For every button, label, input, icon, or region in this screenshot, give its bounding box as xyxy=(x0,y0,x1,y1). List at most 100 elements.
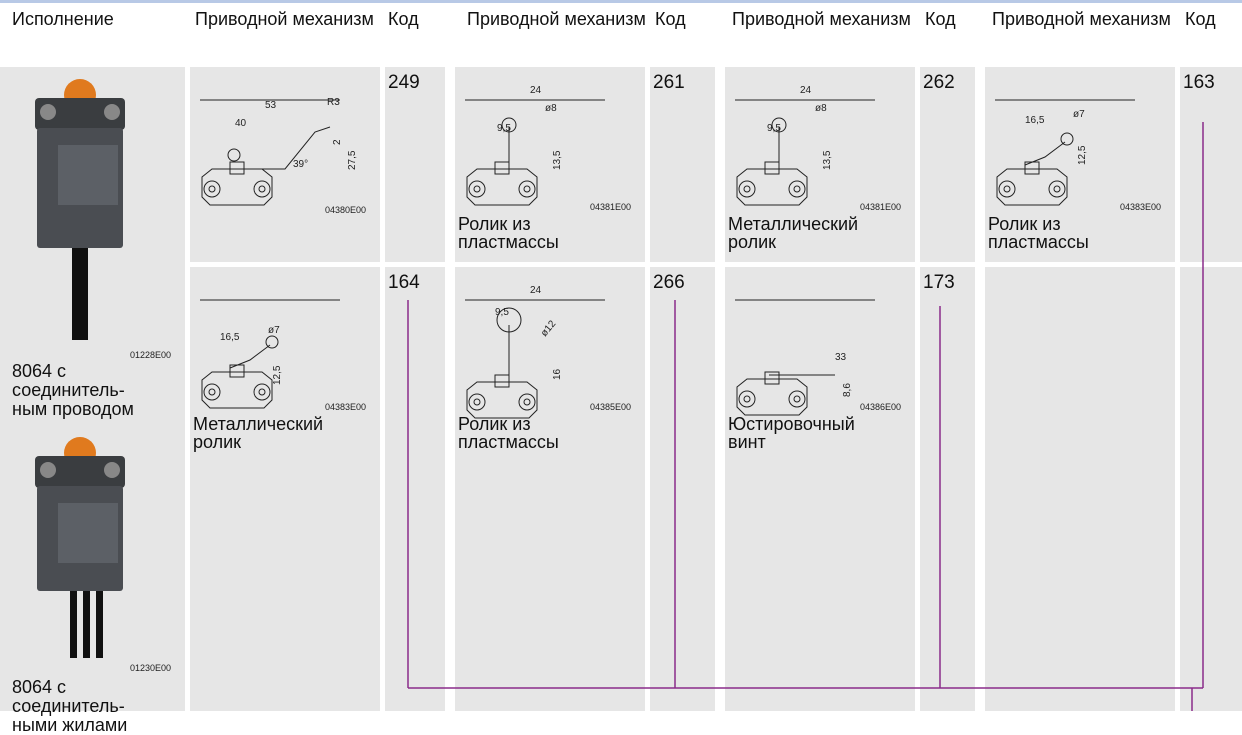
header-cell: Приводной механизм xyxy=(732,9,911,29)
screw xyxy=(523,185,531,193)
dimension: ø12 xyxy=(539,318,559,339)
screw xyxy=(473,398,481,406)
dimension: 24 xyxy=(530,85,542,96)
code-cell xyxy=(385,267,445,711)
screw xyxy=(1053,185,1061,193)
variant-label: 8064 с соединитель- ным проводом xyxy=(12,361,134,419)
image-code: 01230E00 xyxy=(130,663,172,673)
dimension: 27,5 xyxy=(347,150,358,170)
screw xyxy=(258,185,266,193)
dimension: 9,5 xyxy=(767,123,781,134)
code: 266 xyxy=(653,272,685,293)
dimension: 12,5 xyxy=(1077,145,1088,165)
code: 173 xyxy=(923,272,955,293)
dimension: 24 xyxy=(800,85,812,96)
dimension: 24 xyxy=(530,285,542,296)
switch-body xyxy=(736,378,808,416)
drawing-cell xyxy=(725,267,915,711)
caption: Ролик из пластмассы xyxy=(988,214,1089,252)
drawing-code: 04381E00 xyxy=(860,202,902,212)
switch-body xyxy=(996,168,1068,206)
dimension: 16 xyxy=(552,368,563,380)
switch-body xyxy=(466,381,538,419)
plunger xyxy=(494,161,510,175)
switch-body xyxy=(201,371,273,409)
actuator-drawing: 53 40 R3 2 27,5 39° xyxy=(200,97,358,206)
wire xyxy=(70,578,77,658)
actuator-drawing: 16,5 ø7 12,5 xyxy=(200,299,340,409)
screw xyxy=(788,180,806,198)
screw xyxy=(468,180,486,198)
screw xyxy=(518,180,536,198)
roller xyxy=(501,117,517,133)
cable xyxy=(72,240,88,340)
roller xyxy=(771,117,787,133)
dimension: 16,5 xyxy=(1025,115,1045,126)
screw xyxy=(468,393,486,411)
code: 262 xyxy=(923,72,955,93)
screw xyxy=(40,104,56,120)
header-cell: Код xyxy=(655,9,686,29)
drawing-cell xyxy=(190,267,380,711)
wire xyxy=(83,578,90,658)
drawing-code: 04383E00 xyxy=(1120,202,1162,212)
label xyxy=(58,145,118,205)
code: 163 xyxy=(1183,72,1215,93)
product-photo xyxy=(35,79,125,340)
dimension: 12,5 xyxy=(272,365,283,385)
screw xyxy=(40,462,56,478)
code-cell xyxy=(1180,67,1242,262)
caption: Металлический ролик xyxy=(728,214,859,252)
caption: Ролик из пластмассы xyxy=(458,214,559,252)
header-cell: Приводной механизм xyxy=(195,9,374,29)
header-cell: Приводной механизм xyxy=(992,9,1171,29)
head xyxy=(35,98,125,130)
screw xyxy=(473,185,481,193)
dimension: R3 xyxy=(327,97,340,108)
screw xyxy=(1003,185,1011,193)
screw xyxy=(104,104,120,120)
variant-label: 8064 с соединитель- ными жилами xyxy=(12,677,128,735)
drawing-code: 04381E00 xyxy=(590,202,632,212)
caption: Юстировочный винт xyxy=(728,414,855,452)
head xyxy=(35,456,125,488)
code-cell xyxy=(650,67,715,262)
dimension: 13,5 xyxy=(822,150,833,170)
code: 249 xyxy=(388,72,420,93)
code: 261 xyxy=(653,72,685,93)
roller xyxy=(265,335,279,349)
roller xyxy=(496,307,522,333)
dimension: 9,5 xyxy=(497,123,511,134)
screw xyxy=(793,395,801,403)
screw xyxy=(998,180,1016,198)
screw xyxy=(104,462,120,478)
actuator-drawing: 338,6 xyxy=(735,299,875,416)
drawing-code: 04385E00 xyxy=(590,402,632,412)
screw xyxy=(203,180,221,198)
image-code: 01228E00 xyxy=(130,350,172,360)
dimension: 40 xyxy=(235,118,247,129)
drawing-code: 04380E00 xyxy=(325,205,367,215)
header-cell: Код xyxy=(1185,9,1216,29)
code-cell xyxy=(385,67,445,262)
roller xyxy=(227,148,241,162)
screw xyxy=(788,390,806,408)
product-photo xyxy=(35,437,125,658)
dimension: 16,5 xyxy=(220,332,240,343)
code-cell xyxy=(650,267,715,711)
lever xyxy=(1024,141,1066,166)
screw xyxy=(208,185,216,193)
screw xyxy=(743,395,751,403)
caption: Ролик из пластмассы xyxy=(458,414,559,452)
screw xyxy=(523,398,531,406)
drawing-code: 04386E00 xyxy=(860,402,902,412)
dimension: 8,6 xyxy=(842,383,853,397)
screw xyxy=(743,185,751,193)
screw xyxy=(1048,180,1066,198)
dimension: ø7 xyxy=(268,325,280,336)
code-cell xyxy=(920,267,975,711)
screw xyxy=(208,388,216,396)
